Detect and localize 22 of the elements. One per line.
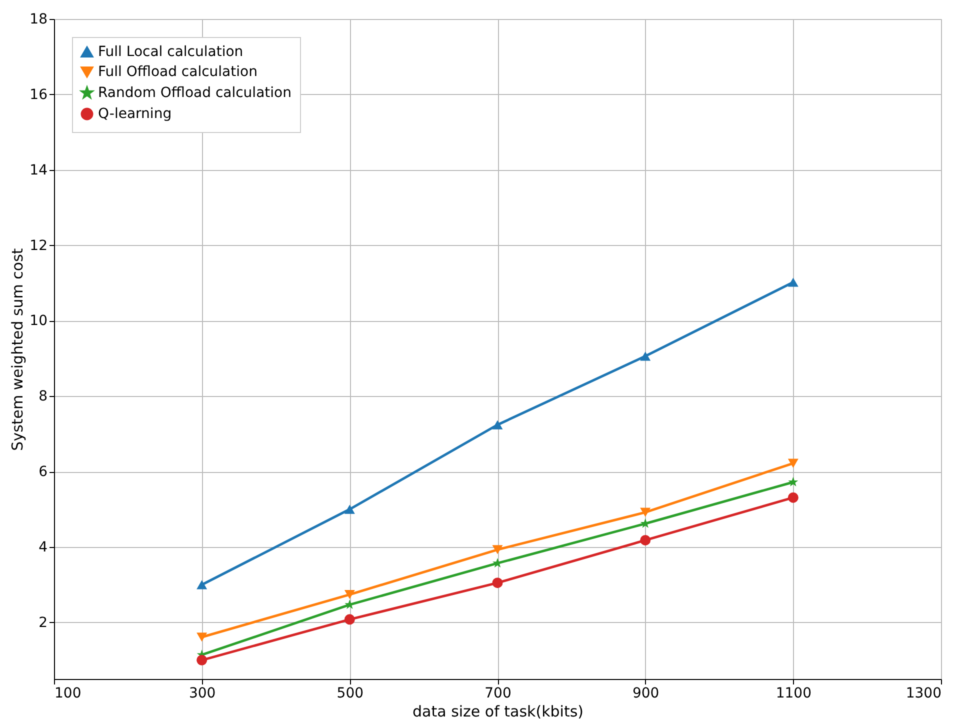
x-axis-title: data size of task(kbits) (412, 702, 584, 720)
y-axis-title: System weighted sum cost (8, 248, 27, 451)
y-tick-label: 8 (38, 388, 48, 405)
y-tick-label: 6 (38, 464, 48, 480)
y-tick-label: 18 (30, 12, 48, 28)
x-tick-label: 1300 (906, 686, 942, 702)
x-tick-label: 1100 (776, 686, 812, 702)
x-tick-label: 700 (484, 686, 512, 702)
legend-label: Random Offload calculation (98, 85, 292, 101)
legend-label: Q-learning (98, 106, 172, 122)
y-tick-label: 16 (30, 86, 48, 103)
x-tick-label: 500 (336, 686, 364, 702)
legend-label: Full Offload calculation (98, 64, 258, 80)
y-tick-label: 14 (30, 162, 48, 178)
y-tick-label: 4 (38, 540, 48, 556)
y-tick-label: 12 (30, 238, 48, 254)
x-tick-label: 100 (54, 686, 82, 702)
y-tick-label: 2 (38, 614, 48, 631)
y-tick-label: 10 (30, 313, 48, 330)
legend-label: Full Local calculation (98, 44, 244, 60)
x-tick-label: 300 (188, 686, 216, 702)
x-tick-label: 900 (632, 686, 660, 702)
